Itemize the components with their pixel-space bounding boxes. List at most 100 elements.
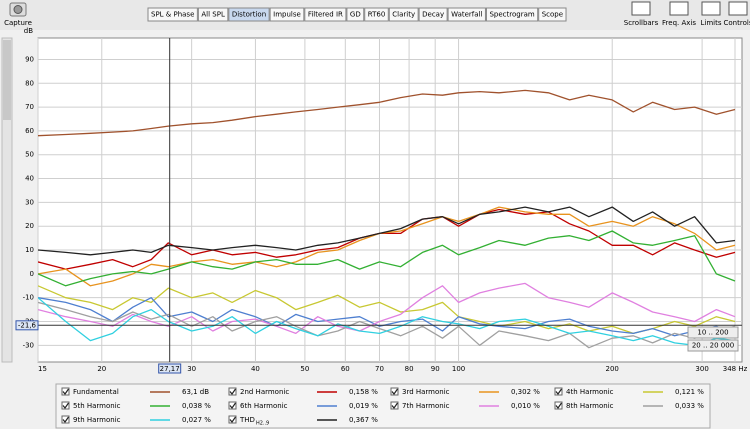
- trace: [38, 282, 736, 335]
- legend-readout: 0,033 %: [675, 402, 704, 410]
- trace: [38, 297, 736, 346]
- y-tick-label: 10: [25, 246, 34, 254]
- tab-button[interactable]: [346, 7, 365, 22]
- legend-readout: 0,038 %: [182, 402, 211, 410]
- legend-check: [62, 416, 69, 424]
- tab-label[interactable]: Decay: [422, 11, 444, 19]
- legend-name: 8th Harmonic: [566, 402, 614, 410]
- tab-label[interactable]: Waterfall: [451, 11, 482, 19]
- x-tick-label: 50: [300, 365, 309, 373]
- legend-name-sub: H2..9: [256, 421, 269, 427]
- legend-name: 9th Harmonic: [73, 416, 121, 424]
- range-preset-label[interactable]: 20 .. 20 000: [692, 342, 734, 350]
- trace: [38, 301, 736, 349]
- trace: [38, 230, 736, 287]
- tab-button[interactable]: [228, 7, 270, 22]
- x-tick-label: 70: [375, 365, 384, 373]
- tab-label[interactable]: All SPL: [201, 11, 225, 19]
- tab-button[interactable]: [304, 7, 347, 22]
- tab-label[interactable]: Impulse: [273, 11, 301, 19]
- tab-label[interactable]: Distortion: [232, 11, 266, 19]
- legend-check: [229, 388, 236, 396]
- x-tick-label: 300: [695, 365, 708, 373]
- legend-name: 7th Harmonic: [402, 402, 450, 410]
- legend-readout: 0,121 %: [675, 388, 704, 396]
- legend-name: 6th Harmonic: [240, 402, 288, 410]
- tab-button[interactable]: [485, 7, 539, 22]
- trace: [38, 206, 736, 287]
- range-preset[interactable]: [687, 339, 739, 352]
- tool-label[interactable]: Scrollbars: [624, 19, 659, 27]
- legend-check: [555, 388, 562, 396]
- tool-icon[interactable]: [631, 1, 651, 16]
- y-tick-label: -30: [23, 341, 34, 349]
- x-tick-label: 40: [251, 365, 260, 373]
- capture-label[interactable]: Capture: [4, 19, 32, 27]
- legend-checkbox[interactable]: [228, 415, 237, 424]
- x-tick-label: 80: [405, 365, 414, 373]
- legend-readout: 0,027 %: [182, 416, 211, 424]
- range-preset[interactable]: [687, 326, 739, 339]
- grid: [37, 38, 742, 362]
- traces: [38, 89, 736, 349]
- legend-checkbox[interactable]: [228, 401, 237, 410]
- tool-icon[interactable]: [701, 1, 721, 16]
- tool-label[interactable]: Limits: [701, 19, 722, 27]
- legend-entries: Fundamental 63,1 dB 2nd Harmonic 0,158 % 3rd…: [61, 387, 704, 427]
- tool-label[interactable]: Freq. Axis: [662, 19, 696, 27]
- y-tick-label: 0: [30, 270, 34, 278]
- legend-checkbox[interactable]: [390, 387, 399, 396]
- tool-icon[interactable]: [669, 1, 689, 16]
- tab-button[interactable]: [538, 7, 567, 22]
- legend-readout: 0,158 %: [349, 388, 378, 396]
- range-preset-label[interactable]: 10 .. 200: [697, 329, 728, 337]
- trace: [38, 206, 736, 256]
- vertical-scrollbar[interactable]: [1, 37, 13, 363]
- legend-name: Fundamental: [73, 388, 119, 396]
- legend-readout: 0,019 %: [349, 402, 378, 410]
- legend-checkbox[interactable]: [61, 387, 70, 396]
- legend-checkbox[interactable]: [61, 401, 70, 410]
- tab-button[interactable]: [418, 7, 448, 22]
- tab-label[interactable]: SPL & Phase: [151, 11, 194, 19]
- legend-readout: 0,302 %: [511, 388, 540, 396]
- tool-icons: Scrollbars Freq. Axis Limits Controls: [624, 1, 750, 27]
- legend-checkbox[interactable]: [228, 387, 237, 396]
- tab-button[interactable]: [147, 7, 198, 22]
- tab-button[interactable]: [364, 7, 389, 22]
- legend-checkbox[interactable]: [554, 401, 563, 410]
- legend-name: 4th Harmonic: [566, 388, 614, 396]
- x-tick-label: 60: [341, 365, 350, 373]
- tool-label[interactable]: Controls: [724, 19, 750, 27]
- tab-label[interactable]: RT60: [368, 11, 386, 19]
- tab-button[interactable]: [447, 7, 486, 22]
- legend-readout: 63,1 dB: [182, 388, 209, 396]
- trace: [38, 89, 736, 137]
- tab-label[interactable]: Spectrogram: [489, 11, 534, 19]
- legend-readout: 0,367 %: [349, 416, 378, 424]
- legend-check: [229, 416, 236, 424]
- tab-label[interactable]: Clarity: [392, 11, 415, 19]
- x-tick-label: 15: [38, 365, 47, 373]
- x-tick-label: 20: [97, 365, 106, 373]
- tab-button[interactable]: [197, 7, 229, 22]
- tab-label[interactable]: GD: [350, 11, 361, 19]
- y-tick-label: 80: [25, 79, 34, 87]
- legend-checkbox[interactable]: [390, 401, 399, 410]
- plot-area: [37, 37, 743, 363]
- y-tick-label: 70: [25, 103, 34, 111]
- tab-label[interactable]: Filtered IR: [308, 11, 343, 19]
- cursor-x-box: [158, 363, 182, 374]
- legend-check: [62, 388, 69, 396]
- y-tick-label: 60: [25, 127, 34, 135]
- y-axis-label: dB: [24, 27, 33, 35]
- x-tick-label: 348 Hz: [723, 365, 748, 373]
- legend-checkbox[interactable]: [61, 415, 70, 424]
- tab-button[interactable]: [269, 7, 305, 22]
- legend-checkbox[interactable]: [554, 387, 563, 396]
- tab-button[interactable]: [388, 7, 419, 22]
- capture-lens: [13, 5, 23, 14]
- scroll-thumb[interactable]: [3, 40, 11, 120]
- tool-icon[interactable]: [728, 1, 748, 16]
- tab-label[interactable]: Scope: [542, 11, 563, 19]
